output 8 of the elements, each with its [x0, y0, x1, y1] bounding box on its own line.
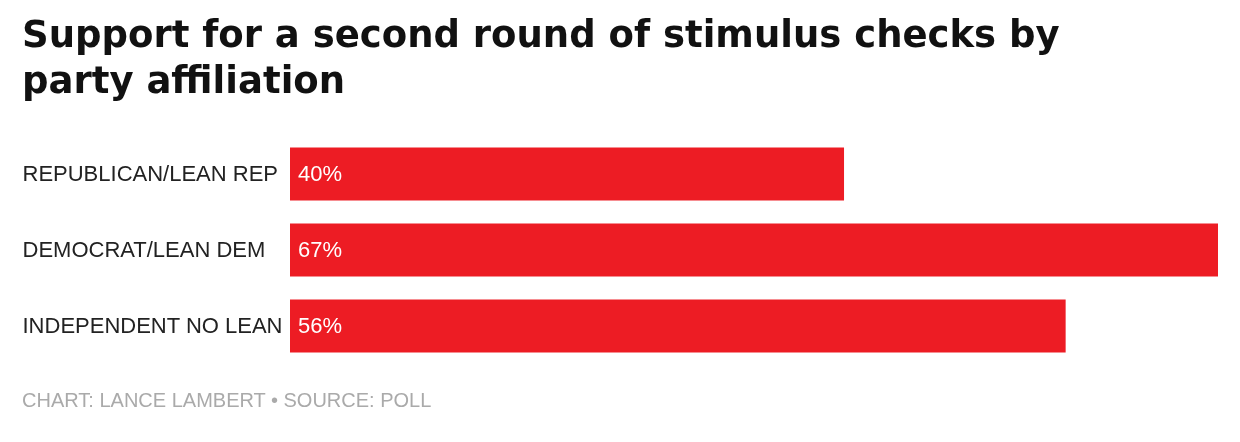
data-label: 40%	[298, 161, 343, 186]
y-tick-label: REPUBLICAN/LEAN REP	[22, 161, 279, 186]
data-label: 67%	[298, 237, 343, 262]
text: CHART: LANCE LAMBERT • SOURCE: POLL	[22, 389, 432, 412]
chart-title: Support for a second round of stimulus checks by party affiliation	[22, 12, 1061, 104]
data-label: 56%	[298, 313, 343, 338]
y-tick-label: INDEPENDENT NO LEAN	[22, 313, 283, 338]
y-tick-label: DEMOCRAT/LEAN DEM	[22, 237, 266, 262]
